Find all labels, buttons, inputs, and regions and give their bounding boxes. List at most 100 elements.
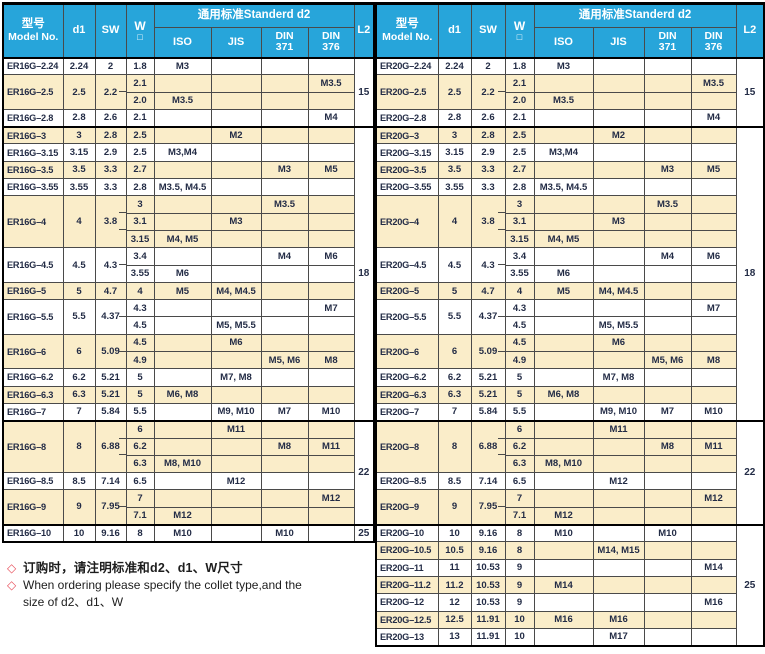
cell-din376 xyxy=(307,264,355,283)
square-symbol-icon: □ xyxy=(516,31,523,42)
cell-din371 xyxy=(643,506,692,526)
cell-jis xyxy=(210,143,262,162)
cell-w: 8 xyxy=(504,541,535,560)
table-row: ER16G–2.5 2.5 2.2 2.1 M3.5 xyxy=(2,74,374,110)
cell-sw: 2.8 xyxy=(470,125,506,145)
cell-model: ER16G–6 xyxy=(2,333,64,370)
cell-jis: M12 xyxy=(592,472,645,491)
cell-din371: M7 xyxy=(643,402,692,422)
cell-sw: 2 xyxy=(470,56,506,76)
cell-din371: M10 xyxy=(643,523,692,543)
cell-iso xyxy=(533,212,594,231)
cell-din371 xyxy=(260,281,309,301)
cell-w: 3.1 xyxy=(504,212,535,231)
cell-din371: M4 xyxy=(260,247,309,266)
cell-jis xyxy=(592,489,645,508)
cell-iso: M16 xyxy=(533,610,594,629)
cell-din376 xyxy=(690,212,737,231)
cell-d1: 11.2 xyxy=(437,575,472,595)
cell-w: 7 xyxy=(125,489,155,508)
cell-jis xyxy=(592,229,645,249)
table-row: ER16G–4.5 4.5 4.3 3.4 M4 M6 xyxy=(2,247,374,283)
cell-din376: M16 xyxy=(690,593,737,612)
cell-d1: 4.5 xyxy=(437,247,472,283)
header-din376: DIN 376 xyxy=(690,27,737,58)
cell-iso xyxy=(533,74,594,93)
cell-jis xyxy=(592,351,645,370)
cell-d1: 4.5 xyxy=(62,247,96,283)
cell-sw: 4.7 xyxy=(94,281,127,301)
cell-din376: M8 xyxy=(690,351,737,370)
cell-din371 xyxy=(260,143,309,162)
cell-d1: 6.3 xyxy=(62,385,96,404)
table-row: ER20G–6.2 6.2 5.21 5 M7, M8 xyxy=(375,368,764,387)
cell-model: ER16G–8.5 xyxy=(2,472,64,491)
table-row: ER16G–2.8 2.8 2.6 2.1 M4 xyxy=(2,108,374,128)
cell-iso: M3 xyxy=(153,56,212,76)
table-row: ER20G–11 11 10.53 9 M14 xyxy=(375,558,764,577)
header-model-zh: 型号 xyxy=(21,18,45,31)
cell-din376 xyxy=(307,333,355,353)
cell-model: ER16G–4 xyxy=(2,195,64,249)
cell-din371 xyxy=(643,74,692,93)
cell-w: 4 xyxy=(504,281,535,301)
diamond-bullet-icon: ◇ xyxy=(7,561,17,575)
diamond-bullet-icon: ◇ xyxy=(7,578,17,592)
table-row: ER20G–6 6 5.09 4.5 M6 xyxy=(375,333,764,370)
table-row: 3.15 M4, M5 xyxy=(376,229,764,249)
cell-din371 xyxy=(643,56,692,76)
cell-din371 xyxy=(643,108,692,128)
cell-w: 5.5 xyxy=(125,402,155,422)
cell-jis xyxy=(592,178,645,197)
cell-sw: 9.16 xyxy=(470,541,506,560)
cell-d1: 10 xyxy=(437,523,472,543)
cell-din371: M7 xyxy=(260,402,309,422)
cell-din376 xyxy=(690,627,737,647)
cell-jis xyxy=(210,489,262,508)
cell-din371 xyxy=(260,125,309,145)
cell-din376: M6 xyxy=(307,247,355,266)
cell-din376: M3.5 xyxy=(690,74,737,93)
cell-din376 xyxy=(690,281,737,301)
cell-din376 xyxy=(690,178,737,197)
cell-d1: 7 xyxy=(437,402,472,422)
cell-w: 6 xyxy=(504,419,535,439)
cell-jis xyxy=(592,91,645,110)
cell-jis: M9, M10 xyxy=(210,402,262,422)
header-d1: d1 xyxy=(437,3,472,58)
cell-din376 xyxy=(307,523,355,543)
cell-din371: M3 xyxy=(260,160,309,180)
table-row: 6.3 M8, M10 xyxy=(3,454,374,474)
cell-din371 xyxy=(643,419,692,439)
cell-sw: 11.91 xyxy=(470,610,506,629)
cell-iso: M4, M5 xyxy=(533,229,594,249)
table-row: ER20G–10 10 9.16 8 M10 M10 25 xyxy=(375,523,765,647)
cell-iso: M10 xyxy=(533,523,594,543)
cell-din371 xyxy=(260,212,309,231)
cell-d1: 8.5 xyxy=(62,472,96,491)
table-row: ER20G–3.55 3.55 3.3 2.8 M3.5, M4.5 xyxy=(375,178,764,197)
cell-w: 4.5 xyxy=(125,333,155,353)
cell-w: 2.1 xyxy=(125,108,155,128)
cell-din371 xyxy=(260,74,309,93)
cell-jis xyxy=(210,523,262,543)
cell-w: 3.55 xyxy=(504,264,535,283)
cell-l2: 25 xyxy=(353,523,375,543)
cell-din371: M3.5 xyxy=(260,195,309,214)
cell-w: 5 xyxy=(504,385,535,404)
cell-din376 xyxy=(307,506,355,526)
cell-din376 xyxy=(690,575,737,595)
cell-model: ER16G–3.15 xyxy=(2,143,64,162)
cell-sw: 2 xyxy=(94,56,127,76)
cell-w: 9 xyxy=(504,558,535,577)
cell-din371 xyxy=(643,125,692,145)
cell-w: 10 xyxy=(504,627,535,647)
cell-sw: 10.53 xyxy=(470,575,506,595)
header-din371: DIN 371 xyxy=(643,27,692,58)
table-body: ER20G–2.24 2.24 2 1.8 M3 15 ER20G–2.5 2.5 2.2 2.1… xyxy=(375,56,765,647)
cell-d1: 6 xyxy=(437,333,472,370)
table-row: ER20G–3.15 3.15 2.9 2.5 M3,M4 xyxy=(375,143,764,162)
cell-jis xyxy=(210,74,262,93)
cell-jis xyxy=(210,160,262,180)
cell-model: ER16G–4.5 xyxy=(2,247,64,283)
